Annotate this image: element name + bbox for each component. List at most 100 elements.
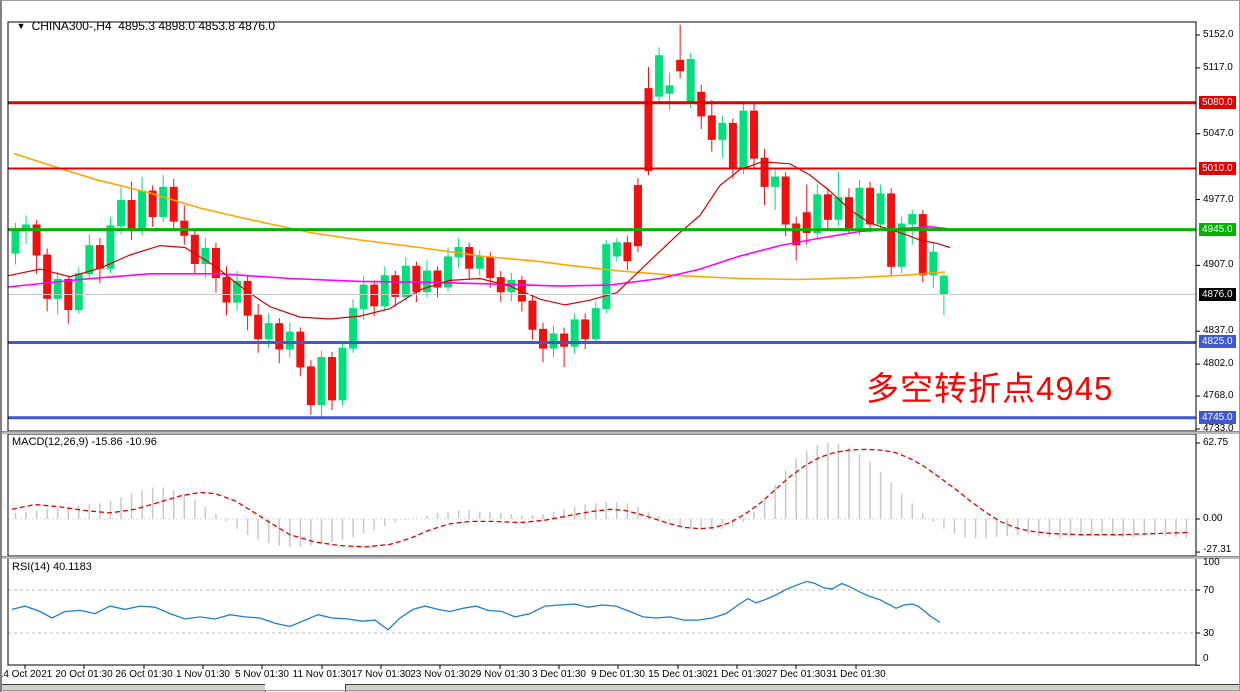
price-level-badge: 5010.0 — [1199, 161, 1236, 175]
candle-body — [11, 230, 20, 254]
candle-body — [939, 275, 948, 296]
candle-body — [750, 110, 758, 159]
y-axis-label: 5047.0 — [1203, 127, 1234, 139]
candle-body — [465, 247, 474, 269]
candle-body — [834, 197, 843, 220]
candle-body — [475, 256, 484, 269]
y-axis-label: 4733.0 — [1203, 422, 1234, 434]
candle-body — [370, 284, 379, 307]
macd-signal-line — [11, 448, 1191, 548]
x-axis-label: 3 Dec 01:30 — [532, 669, 586, 680]
candle-body — [43, 254, 52, 299]
candle-body — [633, 184, 642, 247]
ma-red-line — [7, 161, 951, 320]
candle-body — [707, 115, 716, 140]
macd-axis-label: -27.31 — [1203, 544, 1232, 555]
candle-body — [918, 214, 927, 276]
candle-body — [159, 186, 168, 217]
bottom-panel-gap — [265, 684, 345, 691]
candle-body — [85, 245, 94, 275]
candle-body — [560, 333, 569, 347]
macd-axis-label: 62.75 — [1203, 437, 1229, 448]
candle-body — [876, 193, 885, 225]
candle-body — [190, 234, 199, 264]
candle-body — [201, 247, 210, 264]
candle-body — [148, 190, 157, 217]
candle-body — [349, 308, 358, 349]
candle-body — [612, 242, 621, 257]
x-axis-label: 29 Nov 01:30 — [470, 669, 530, 680]
candle-body — [211, 247, 220, 279]
candle-body — [95, 245, 104, 269]
candle-body — [676, 59, 685, 72]
collapse-triangle-icon[interactable]: ▼ — [16, 21, 26, 31]
candle-body — [802, 212, 811, 233]
candle-body — [222, 277, 231, 303]
x-axis-label: 17 Nov 01:30 — [351, 669, 411, 680]
candle-body — [306, 366, 315, 406]
candle-body — [760, 157, 769, 187]
x-axis-label: 26 Oct 01:30 — [115, 669, 173, 680]
bottom-panel-edge-right[interactable] — [345, 684, 1240, 692]
candle-body — [254, 314, 263, 340]
candle-body — [929, 251, 938, 276]
candle-body — [412, 265, 421, 293]
x-axis-label: 31 Dec 01:30 — [826, 669, 886, 680]
candle-body — [644, 88, 653, 171]
candle-body — [117, 199, 125, 227]
rsi-pane-separator[interactable] — [0, 556, 1240, 559]
candle-body — [53, 278, 62, 299]
candle-body — [781, 176, 790, 225]
candle-body — [444, 256, 453, 288]
candle-body — [359, 284, 368, 310]
x-axis-label: 1 Nov 01:30 — [176, 669, 230, 680]
candle-body — [391, 275, 400, 297]
candle-body — [528, 300, 537, 330]
macd-pane-separator[interactable] — [0, 431, 1240, 434]
candle-body — [591, 308, 600, 340]
candle-body — [686, 58, 695, 104]
candle-body — [665, 85, 674, 94]
candle-body — [844, 197, 853, 229]
candle-body — [380, 275, 389, 307]
candle-body — [792, 223, 801, 246]
x-axis-label: 9 Dec 01:30 — [591, 669, 645, 680]
candle-body — [739, 110, 748, 169]
candle-body — [623, 242, 632, 262]
rsi-line — [11, 580, 941, 631]
candle-body — [813, 194, 822, 233]
y-axis-label: 4768.0 — [1203, 390, 1234, 402]
candle-body — [908, 214, 917, 225]
y-axis-label: 4802.0 — [1203, 358, 1234, 370]
y-axis-label: 5117.0 — [1203, 61, 1233, 73]
y-axis-label: 4907.0 — [1203, 259, 1234, 271]
candle-body — [243, 280, 252, 316]
candle-body — [233, 280, 242, 303]
rsi-axis-label: 30 — [1203, 628, 1215, 639]
candle-body — [539, 328, 547, 349]
candle-body — [106, 225, 115, 269]
y-axis-label: 5152.0 — [1203, 29, 1234, 40]
candle-body — [422, 270, 431, 293]
price-level-badge: 4825.0 — [1199, 335, 1236, 349]
candle-body — [771, 176, 780, 187]
candle-body — [728, 122, 737, 169]
candle-body — [338, 347, 347, 401]
candle-body — [296, 331, 305, 368]
x-axis-label: 14 Oct 2021 — [0, 669, 53, 680]
x-axis-label: 11 Nov 01:30 — [292, 669, 352, 680]
rsi-axis-label: 70 — [1203, 585, 1215, 596]
x-axis-label: 5 Nov 01:30 — [235, 669, 289, 680]
ma-magenta-line — [7, 225, 948, 288]
rsi-axis-label: 100 — [1203, 557, 1220, 568]
x-axis-label: 21 Dec 01:30 — [707, 669, 767, 680]
price-level-badge: 5080.0 — [1199, 95, 1236, 109]
candle-body — [570, 319, 579, 347]
macd-axis-label: 0.00 — [1203, 513, 1223, 524]
candle-body — [602, 244, 611, 310]
candle-body — [486, 256, 495, 279]
candle-body — [328, 357, 336, 401]
rsi-pane-border — [7, 557, 1197, 666]
y-axis-label: 4837.0 — [1203, 325, 1234, 337]
